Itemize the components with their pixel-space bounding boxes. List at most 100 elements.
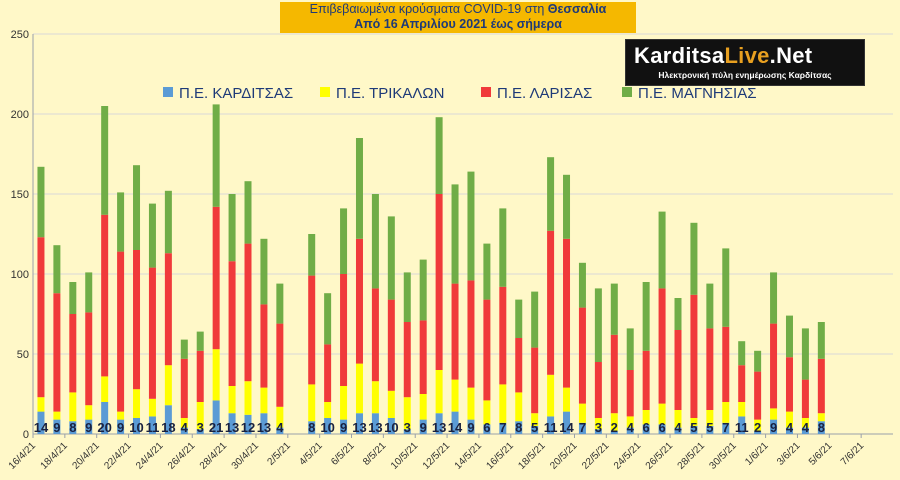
bar-segment-trikala	[722, 402, 730, 423]
bar-segment-karditsa	[101, 402, 109, 434]
bar-segment-magnisia	[626, 328, 634, 370]
legend-trikala: Π.Ε. ΤΡΙΚΑΛΩΝ	[320, 85, 444, 102]
bar-segment-karditsa	[276, 427, 284, 434]
bar-segment-larisa	[738, 365, 746, 402]
y-tick-label: 200	[11, 109, 29, 121]
bar-segment-trikala	[340, 386, 348, 420]
bar-segment-trikala	[626, 416, 634, 428]
bar-segment-magnisia	[817, 322, 825, 359]
data-label: 20	[97, 420, 111, 435]
data-label: 21	[209, 420, 223, 435]
bar-segment-magnisia	[324, 293, 332, 345]
x-tick-label: 20/4/21	[70, 440, 102, 472]
bar-segment-larisa	[228, 261, 236, 386]
bar-segment-trikala	[101, 376, 109, 402]
bar-segment-karditsa	[37, 411, 45, 434]
bar-segment-trikala	[785, 411, 793, 428]
bar-segment-trikala	[531, 413, 539, 426]
bar-segment-magnisia	[467, 171, 475, 281]
bar-segment-trikala	[499, 384, 507, 423]
bar-segment-trikala	[308, 384, 316, 422]
bar-segment-karditsa	[244, 414, 252, 434]
data-label: 9	[53, 420, 60, 435]
bar-segment-larisa	[403, 322, 411, 398]
data-label: 8	[515, 420, 522, 435]
bar-segment-trikala	[817, 413, 825, 422]
bar-segment-magnisia	[594, 288, 602, 362]
x-tick-label: 24/4/21	[134, 440, 166, 472]
bar-segment-trikala	[435, 370, 443, 414]
bar-segment-larisa	[196, 350, 204, 402]
bar-segment-karditsa	[196, 429, 204, 434]
bar-segment-karditsa	[180, 427, 188, 434]
bar-segment-magnisia	[276, 283, 284, 324]
bar-segment-larisa	[706, 328, 714, 410]
bar-segment-larisa	[419, 320, 427, 394]
logo-tagline: Ηλεκτρονική πύλη ενημέρωσης Καρδίτσας	[658, 70, 832, 80]
x-tick-label: 22/5/21	[580, 440, 612, 472]
title-line-1: Επιβεβαιωμένα κρούσματα COVID-19 στη	[309, 2, 548, 16]
bar-segment-larisa	[371, 288, 379, 382]
bar-segment-magnisia	[101, 106, 109, 215]
bar-segment-magnisia	[180, 339, 188, 359]
bar-segment-larisa	[626, 370, 634, 417]
bar-segment-magnisia	[133, 165, 141, 250]
bar-segment-magnisia	[228, 194, 236, 262]
data-label: 10	[129, 420, 143, 435]
bar-segment-larisa	[674, 330, 682, 410]
bar-segment-magnisia	[706, 283, 714, 329]
bar-segment-karditsa	[515, 421, 523, 434]
bar-segment-trikala	[658, 403, 666, 425]
bar-segment-karditsa	[658, 424, 666, 434]
bar-segment-trikala	[419, 394, 427, 420]
bar-segment-larisa	[276, 323, 284, 407]
bar-segment-larisa	[483, 299, 491, 401]
bar-segment-trikala	[180, 418, 188, 428]
bar-segment-trikala	[276, 406, 284, 428]
data-label: 13	[257, 420, 271, 435]
data-label: 5	[531, 420, 538, 435]
legend-swatch-magnisia	[622, 87, 632, 97]
bar-segment-larisa	[642, 350, 650, 410]
data-label: 11	[544, 420, 558, 435]
bar-segment-trikala	[355, 363, 363, 414]
x-tick-label: 5/6/21	[807, 440, 835, 468]
bar-segment-magnisia	[340, 208, 348, 274]
data-label: 4	[181, 420, 189, 435]
data-label: 7	[579, 420, 586, 435]
bar-segment-trikala	[738, 402, 746, 417]
data-label: 12	[241, 420, 255, 435]
bar-segment-larisa	[451, 283, 459, 380]
bar-segment-larisa	[37, 237, 45, 398]
x-tick-label: 14/5/21	[453, 440, 485, 472]
bar-segment-trikala	[85, 405, 93, 420]
x-tick-label: 26/5/21	[644, 440, 676, 472]
bar-segment-trikala	[451, 379, 459, 412]
data-label: 11	[146, 420, 160, 435]
data-label: 8	[308, 420, 315, 435]
bar-segment-magnisia	[547, 157, 555, 231]
bar-segment-larisa	[387, 299, 395, 391]
data-label: 7	[722, 420, 729, 435]
bar-segment-trikala	[228, 386, 236, 414]
bar-segment-larisa	[148, 267, 156, 399]
bar-segment-karditsa	[212, 400, 220, 434]
bar-segment-trikala	[196, 402, 204, 430]
bar-segment-magnisia	[658, 211, 666, 289]
bar-segment-larisa	[467, 280, 475, 388]
bar-segment-karditsa	[722, 422, 730, 434]
x-tick-label: 2/5/21	[265, 440, 293, 468]
title-region: Θεσσαλία	[547, 2, 607, 16]
data-label: 3	[595, 420, 602, 435]
legend-magnisia: Π.Ε. ΜΑΓΝΗΣΙΑΣ	[622, 85, 756, 102]
bar-segment-karditsa	[355, 413, 363, 434]
bar-segment-karditsa	[817, 421, 825, 434]
bar-segment-trikala	[324, 402, 332, 418]
x-tick-label: 22/4/21	[102, 440, 134, 472]
bar-segment-magnisia	[260, 238, 268, 305]
data-label: 13	[368, 420, 382, 435]
site-logo: KarditsaLive.Net Ηλεκτρονική πύλη ενημέρ…	[625, 39, 865, 86]
data-label: 6	[643, 420, 650, 435]
x-tick-label: 30/4/21	[230, 440, 262, 472]
bar-segment-magnisia	[85, 272, 93, 313]
